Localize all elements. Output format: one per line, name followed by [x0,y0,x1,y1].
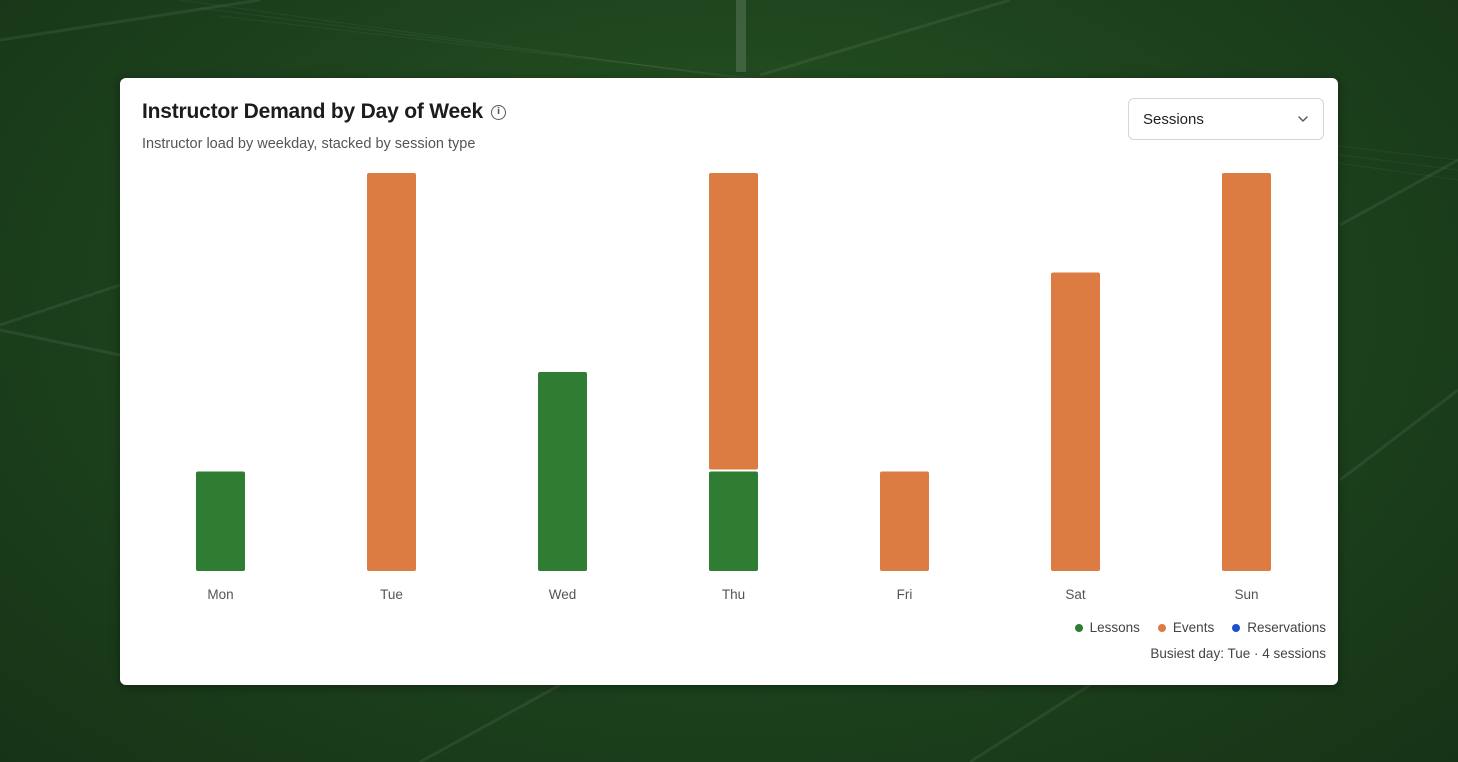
bar-sun-events[interactable] [1222,173,1271,571]
x-tick-label-tue: Tue [380,587,403,602]
metric-select[interactable]: Sessions [1128,98,1324,140]
legend-item-events[interactable]: Events [1157,620,1215,635]
x-tick-label-sun: Sun [1234,587,1258,602]
bar-fri-events[interactable] [880,471,929,572]
legend-label-reservations: Reservations [1247,620,1326,635]
legend-dot-lessons [1074,623,1083,632]
info-circle-icon[interactable]: i [490,104,506,120]
bar-mon-lessons[interactable] [196,471,245,572]
bar-wed-lessons[interactable] [538,372,587,571]
x-tick-label-thu: Thu [722,587,745,602]
chart-card: Instructor Demand by Day of Week i Instr… [120,78,1338,685]
chart-subtitle: Instructor load by weekday, stacked by s… [142,136,476,152]
bar-thu-events[interactable] [709,173,758,470]
bar-sat-events[interactable] [1051,272,1100,572]
chart-title-text: Instructor Demand by Day of Week [142,100,483,123]
legend-label-lessons: Lessons [1089,620,1140,635]
legend-dot-reservations [1232,623,1241,632]
chart-legend: Lessons Events Reservations [1074,620,1326,635]
stacked-bar-chart: Mon Tue Wed Thu Fri Sat Sun [196,173,1271,602]
metric-select-value: Sessions [1143,110,1204,128]
legend-label-events: Events [1172,620,1215,635]
busiest-day-note: Busiest day: Tue · 4 sessions [1150,646,1326,661]
bar-thu-lessons[interactable] [709,471,758,572]
legend-item-reservations[interactable]: Reservations [1232,620,1326,635]
chart-title: Instructor Demand by Day of Week i [142,100,506,124]
x-tick-label-sat: Sat [1065,587,1086,602]
x-tick-label-wed: Wed [549,587,577,602]
chevron-down-icon [1298,116,1308,122]
x-tick-label-mon: Mon [207,587,233,602]
x-tick-label-fri: Fri [897,587,913,602]
bar-tue-events[interactable] [367,173,416,571]
legend-item-lessons[interactable]: Lessons [1074,620,1140,635]
legend-dot-events [1157,623,1166,632]
